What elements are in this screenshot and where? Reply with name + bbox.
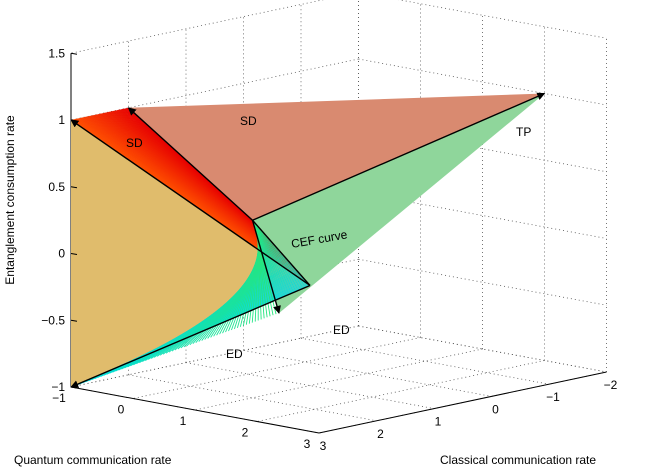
annotation-sd-left: SD [126,136,143,150]
y-tick-label: 0 [492,402,499,416]
y-tick-label: −1 [546,390,560,404]
wall-gridline [358,258,607,306]
y-tick-label: 2 [377,427,384,441]
floor-gridline [132,337,421,399]
x-axis-label: Quantum communication rate [14,453,172,467]
floor-gridline [300,337,550,385]
z-tick-label: −0.5 [41,313,65,327]
x-tick-label: 0 [118,403,125,417]
y-tick-label: −2 [604,378,618,392]
edges [70,92,546,388]
z-tick-mark [70,253,78,255]
y-axis-line [318,371,607,434]
z-tick-mark [70,386,78,389]
x-tick-label: 3 [304,437,311,451]
tp-ray [252,92,546,221]
annotation-ed-right: ED [333,323,350,337]
z-tick-mark [70,52,78,55]
ed-right-ray [251,220,281,314]
z-tick-label: 0.5 [48,180,65,194]
tp-face [128,93,545,221]
z-tick-label: −1 [51,380,65,394]
tick-labels: −1 −0.5 0 0.5 1 1.5 −1 0 1 2 3 −2 −1 0 1 2 3 [41,46,617,453]
floor-gridline [256,360,545,422]
z-tick-label: 1 [58,113,65,127]
y-tick-label: 1 [435,415,442,429]
z-axis-label: Entanglement consumption rate [3,115,17,285]
x-tick-label: 1 [180,414,187,428]
floor-gridline [128,374,377,422]
cef-curve-edge [251,219,311,286]
wall-gridline [70,0,324,54]
surfaces [71,93,545,387]
z-tick-label: 1.5 [48,46,65,60]
z-tick-mark [70,319,78,322]
x-axis-line [70,386,320,434]
sd-face [71,120,310,387]
x-tick-label: 2 [242,426,249,440]
z-tick-label: 0 [58,247,65,261]
annotation-tp: TP [516,125,531,139]
floor-gridline [243,350,492,397]
x-tick-label: −1 [52,391,66,405]
sd-upper-ray [127,107,253,221]
z-tick-mark [70,119,78,122]
sd-left-ray [70,119,311,287]
y-axis-label: Classical communication rate [440,453,596,467]
floor-gridline [194,348,483,411]
ed-face [252,93,545,314]
annotation-sd-upper: SD [240,114,257,128]
wall-gridline [70,325,359,388]
z-tick-mark [70,186,78,189]
ed-left-ray [70,284,311,388]
annotation-ed-left: ED [226,347,243,361]
y-tick-label: 3 [320,439,327,453]
